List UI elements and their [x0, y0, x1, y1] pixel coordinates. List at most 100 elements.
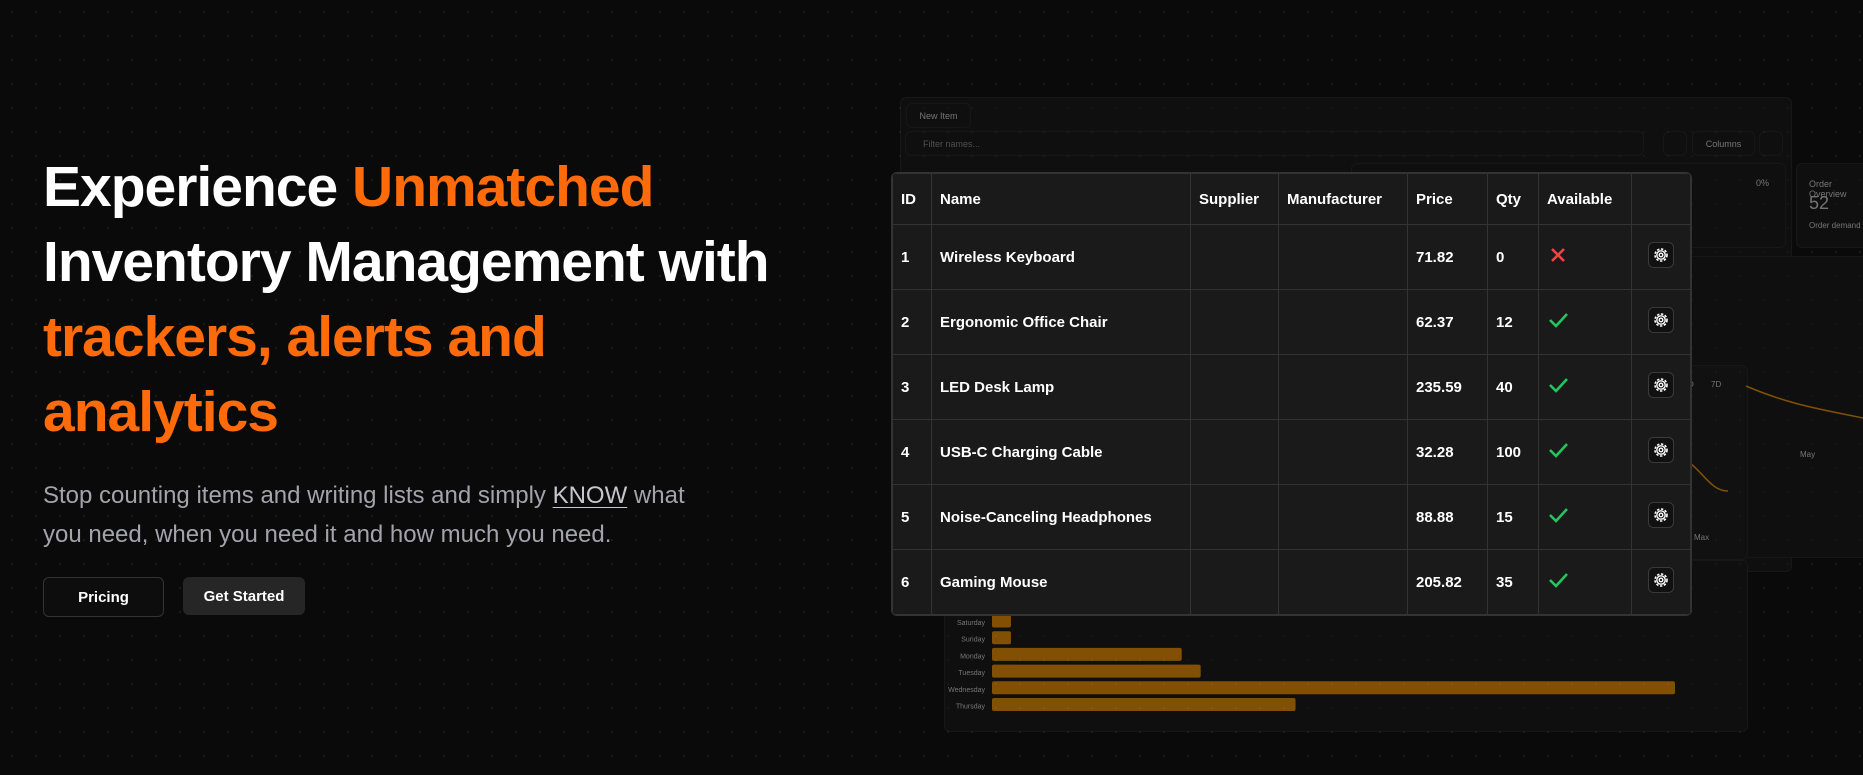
available-cell [1538, 484, 1632, 550]
supplier-cell [1190, 549, 1279, 615]
inventory-table: ID Name Supplier Manufacturer Price Qty Availa… [891, 172, 1692, 616]
id-cell: 5 [892, 484, 932, 550]
hero-subtitle: Stop counting items and writing lists an… [43, 476, 685, 554]
column-header: Supplier [1190, 173, 1279, 225]
name-cell: Gaming Mouse [931, 549, 1191, 615]
get-started-button[interactable]: Get Started [183, 577, 305, 615]
manufacturer-cell [1278, 289, 1408, 355]
name-cell: Wireless Keyboard [931, 224, 1191, 290]
icon-path [1551, 248, 1565, 262]
available-cell [1538, 289, 1632, 355]
day-label: Thursday [956, 704, 986, 711]
available-cell [1538, 549, 1632, 615]
check-icon [1549, 573, 1568, 588]
supplier-cell [1190, 419, 1279, 485]
table-row: 3 LED Desk Lamp 235.59 40 [892, 354, 1691, 420]
column-header: Price [1407, 173, 1488, 225]
settings-icon [1648, 372, 1674, 398]
action-cell[interactable] [1631, 289, 1691, 355]
new-item-button: New Item [906, 103, 971, 128]
icon-path [1549, 508, 1568, 523]
header-row: ID Name Supplier Manufacturer Price Qty Availa… [892, 173, 1691, 225]
stat-change: 0% [1756, 178, 1770, 188]
icon-path [1549, 573, 1568, 588]
icon-path [1549, 313, 1568, 328]
available-cell [1538, 354, 1632, 420]
icon-path [1549, 378, 1568, 393]
id-cell: 3 [892, 354, 932, 420]
subtitle-emphasis: KNOW [552, 482, 628, 509]
columns-button: Columns [1692, 131, 1755, 156]
id-cell: 6 [892, 549, 932, 615]
check-icon [1549, 443, 1568, 458]
manufacturer-cell [1278, 419, 1408, 485]
subtitle-part: you need, when you need it and how much … [43, 521, 612, 548]
supplier-cell [1190, 224, 1279, 290]
check-icon [1549, 508, 1568, 523]
title-part: Inventory Management with [43, 230, 770, 294]
bar [992, 614, 1011, 628]
qty-cell: 15 [1487, 484, 1539, 550]
name-cell: LED Desk Lamp [931, 354, 1191, 420]
bar [992, 631, 1011, 645]
qty-cell: 40 [1487, 354, 1539, 420]
line-curve [1689, 462, 1729, 492]
available-cell [1538, 419, 1632, 485]
line-curve [1745, 385, 1863, 419]
subtitle-part: what [633, 482, 685, 509]
action-cell[interactable] [1631, 549, 1691, 615]
action-cell[interactable] [1631, 419, 1691, 485]
axis-label: Max [1694, 533, 1710, 542]
range-tab: 7D [1711, 380, 1722, 389]
column-header: ID [892, 173, 932, 225]
day-label: Sunday [961, 637, 985, 644]
check-icon [1549, 378, 1568, 393]
name-cell: USB-C Charging Cable [931, 419, 1191, 485]
hero-title: Experience Unmatched Inventory Management… [43, 150, 770, 450]
price-cell: 235.59 [1407, 354, 1488, 420]
axis-label: May [1800, 450, 1816, 459]
supplier-cell [1190, 484, 1279, 550]
manufacturer-cell [1278, 224, 1408, 290]
price-cell: 62.37 [1407, 289, 1488, 355]
order-card [1796, 163, 1863, 248]
qty-cell: 35 [1487, 549, 1539, 615]
price-cell: 32.28 [1407, 419, 1488, 485]
table-row: 4 USB-C Charging Cable 32.28 100 [892, 419, 1691, 485]
bar [992, 647, 1182, 661]
bar [992, 681, 1675, 695]
table-row: 5 Noise-Canceling Headphones 88.88 15 [892, 484, 1691, 550]
title-part: trackers, alerts and [43, 305, 547, 369]
action-cell[interactable] [1631, 224, 1691, 290]
next-button [1759, 131, 1783, 156]
action-cell[interactable] [1631, 354, 1691, 420]
day-label: Wednesday [948, 687, 985, 694]
table: ID Name Supplier Manufacturer Price Qty Availa… [892, 173, 1691, 615]
order-caption: Order demand [1809, 221, 1861, 230]
day-label: Tuesday [958, 670, 985, 677]
bar [992, 698, 1296, 711]
day-label: Saturday [957, 620, 986, 627]
column-header: Available [1538, 173, 1632, 225]
table-row: 1 Wireless Keyboard 71.82 0 [892, 224, 1691, 290]
action-cell[interactable] [1631, 484, 1691, 550]
column-header: Qty [1487, 173, 1539, 225]
supplier-cell [1190, 354, 1279, 420]
check-icon [1549, 313, 1568, 328]
manufacturer-cell [1278, 354, 1408, 420]
column-header: Name [931, 173, 1191, 225]
table-row: 2 Ergonomic Office Chair 62.37 12 [892, 289, 1691, 355]
id-cell: 1 [892, 224, 932, 290]
icon-path [1549, 443, 1568, 458]
settings-icon [1648, 242, 1674, 268]
manufacturer-cell [1278, 549, 1408, 615]
qty-cell: 12 [1487, 289, 1539, 355]
bar [992, 664, 1201, 678]
settings-icon [1648, 307, 1674, 333]
title-part: Experience [43, 155, 338, 219]
pricing-button[interactable]: Pricing [43, 577, 164, 617]
order-title: Order Overview [1809, 179, 1847, 199]
